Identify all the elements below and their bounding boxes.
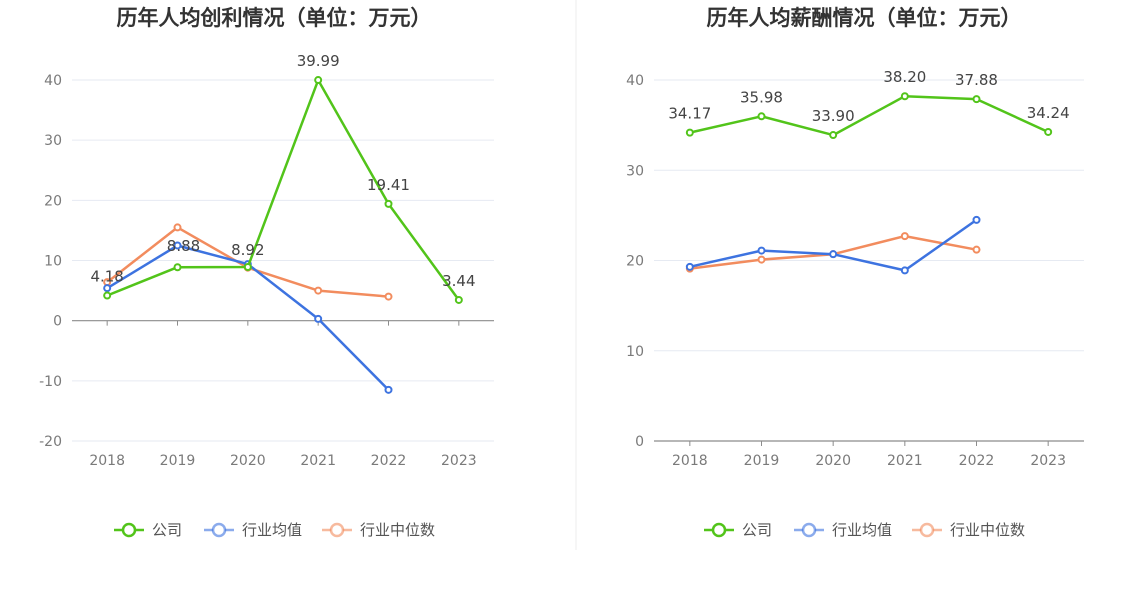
- chart-title: 历年人均薪酬情况（单位：万元）: [707, 6, 1022, 30]
- data-point: [757, 112, 766, 121]
- legend-marker: [121, 522, 137, 538]
- data-point: [1044, 127, 1053, 136]
- data-point: [243, 262, 252, 271]
- data-point: [972, 215, 981, 224]
- x-tick-label: 2022: [959, 453, 995, 469]
- data-label: 35.98: [740, 88, 783, 106]
- data-point: [103, 284, 112, 293]
- x-tick-label: 2019: [160, 453, 196, 469]
- y-tick-label: 10: [626, 344, 644, 360]
- x-tick-label: 2021: [300, 453, 336, 469]
- data-label: 8.88: [167, 237, 200, 255]
- legend-label: 公司: [152, 521, 182, 539]
- data-label: 19.41: [367, 176, 410, 194]
- y-tick-label: 20: [626, 254, 644, 270]
- legend-marker: [919, 522, 935, 538]
- legend-label: 行业均值: [242, 521, 302, 539]
- data-point: [454, 295, 463, 304]
- x-tick-label: 2018: [672, 453, 708, 469]
- y-tick-label: 30: [626, 163, 644, 179]
- legend-label: 行业中位数: [360, 521, 435, 539]
- legend-label: 行业均值: [832, 521, 892, 539]
- y-tick-label: 10: [44, 254, 62, 270]
- data-point: [685, 262, 694, 271]
- y-tick-label: 0: [53, 314, 62, 330]
- y-tick-label: -20: [39, 434, 62, 450]
- x-tick-label: 2020: [230, 453, 266, 469]
- data-point: [173, 223, 182, 232]
- data-point: [173, 241, 182, 250]
- data-point: [972, 245, 981, 254]
- legend-marker: [801, 522, 817, 538]
- x-tick-label: 2019: [744, 453, 780, 469]
- data-point: [314, 314, 323, 323]
- data-point: [757, 255, 766, 264]
- y-tick-label: 20: [44, 193, 62, 209]
- data-label: 4.18: [90, 268, 123, 286]
- data-label: 39.99: [297, 52, 340, 70]
- data-label: 37.88: [955, 71, 998, 89]
- data-label: 8.92: [231, 241, 264, 259]
- x-tick-label: 2022: [371, 453, 407, 469]
- data-point: [900, 266, 909, 275]
- y-tick-label: -10: [39, 374, 62, 390]
- legend-marker: [211, 522, 227, 538]
- data-point: [314, 286, 323, 295]
- data-label: 33.90: [812, 107, 855, 125]
- data-point: [384, 292, 393, 301]
- data-point: [829, 131, 838, 140]
- legend-label: 公司: [742, 521, 772, 539]
- y-tick-label: 40: [626, 73, 644, 89]
- series-line: [106, 78, 460, 301]
- series-line: [689, 94, 1049, 137]
- legend-marker: [711, 522, 727, 538]
- y-tick-label: 0: [635, 434, 644, 450]
- x-tick-label: 2020: [815, 453, 851, 469]
- legend-marker: [329, 522, 345, 538]
- data-point: [685, 128, 694, 137]
- data-label: 34.24: [1027, 104, 1070, 122]
- data-point: [757, 246, 766, 255]
- data-point: [173, 263, 182, 272]
- data-point: [829, 250, 838, 259]
- data-point: [103, 291, 112, 300]
- data-label: 3.44: [442, 272, 475, 290]
- data-point: [384, 385, 393, 394]
- data-label: 38.20: [883, 68, 926, 86]
- data-point: [972, 95, 981, 104]
- legend-label: 行业中位数: [950, 521, 1025, 539]
- chart-title: 历年人均创利情况（单位：万元）: [117, 6, 432, 30]
- x-tick-label: 2023: [441, 453, 477, 469]
- data-point: [900, 232, 909, 241]
- data-point: [314, 76, 323, 85]
- data-point: [900, 92, 909, 101]
- x-tick-label: 2023: [1030, 453, 1066, 469]
- x-tick-label: 2021: [887, 453, 923, 469]
- y-tick-label: 30: [44, 133, 62, 149]
- data-label: 34.17: [668, 105, 711, 123]
- data-point: [384, 199, 393, 208]
- y-tick-label: 40: [44, 73, 62, 89]
- x-tick-label: 2018: [89, 453, 125, 469]
